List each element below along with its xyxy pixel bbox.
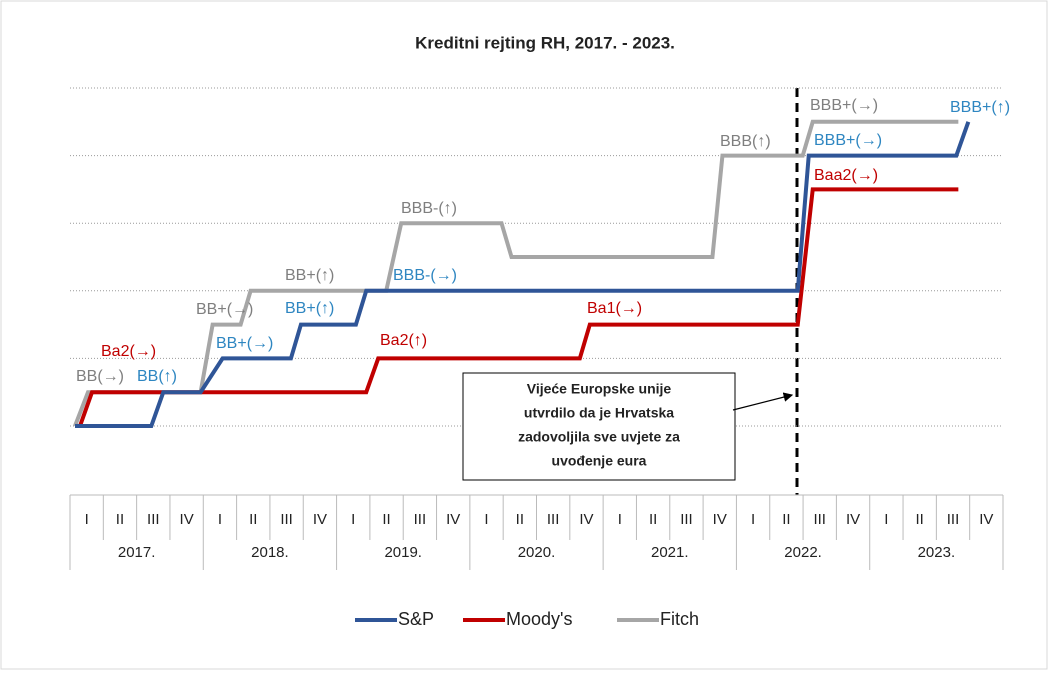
rating-label: BB+(↑) — [285, 267, 334, 284]
x-tick-label: IV — [979, 511, 993, 528]
x-tick-label: II — [516, 511, 524, 528]
rating-label: BBB+(→) — [810, 97, 878, 114]
rating-label: Ba2(↑) — [380, 332, 427, 349]
x-tick-label: IV — [713, 511, 727, 528]
note-text: Vijeće Europske unije — [527, 381, 672, 397]
x-tick-label: III — [147, 511, 160, 528]
x-tick-label: I — [484, 511, 488, 528]
note-text: zadovoljila sve uvjete za — [518, 429, 680, 445]
rating-label: Ba1(→) — [587, 300, 642, 317]
rating-label: BBB(↑) — [720, 133, 771, 150]
x-tick-label: IV — [313, 511, 327, 528]
note-arrow — [732, 392, 794, 411]
x-tick-label: I — [751, 511, 755, 528]
x-tick-label: I — [884, 511, 888, 528]
note-box — [462, 372, 736, 481]
rating-label: BBB+(↑) — [950, 99, 1010, 116]
note-text: utvrdilo da je Hrvatska — [524, 405, 674, 421]
x-tick-label: I — [85, 511, 89, 528]
x-tick-label: II — [249, 511, 257, 528]
x-tick-label: III — [947, 511, 960, 528]
year-label: 2020. — [518, 544, 556, 561]
x-tick-label: III — [813, 511, 826, 528]
legend-label: Fitch — [660, 609, 699, 629]
year-label: 2022. — [784, 544, 822, 561]
x-tick-label: I — [618, 511, 622, 528]
x-tick-label: II — [649, 511, 657, 528]
x-tick-label: II — [382, 511, 390, 528]
rating-label: BB+(→) — [216, 335, 273, 352]
rating-label: BBB-(→) — [393, 267, 457, 284]
rating-label: BB+(→) — [196, 301, 253, 318]
legend-label: Moody's — [506, 609, 572, 629]
x-tick-label: I — [218, 511, 222, 528]
x-tick-label: III — [414, 511, 427, 528]
rating-label: BBB+(→) — [814, 132, 882, 149]
note-text: uvođenje eura — [552, 453, 647, 469]
legend-label: S&P — [398, 609, 434, 629]
x-tick-label: II — [782, 511, 790, 528]
x-tick-label: IV — [446, 511, 460, 528]
x-tick-label: IV — [579, 511, 593, 528]
rating-label: Ba2(→) — [101, 343, 156, 360]
x-tick-label: IV — [846, 511, 860, 528]
series-line — [73, 119, 959, 427]
year-label: 2017. — [118, 544, 156, 561]
rating-label: Baa2(→) — [814, 167, 878, 184]
x-tick-label: II — [116, 511, 124, 528]
rating-label: BB+(↑) — [285, 300, 334, 317]
x-tick-label: III — [680, 511, 693, 528]
year-label: 2023. — [918, 544, 956, 561]
rating-label: BB(→) — [76, 368, 124, 385]
rating-label: BBB-(↑) — [401, 200, 457, 217]
rating-label: BB(↑) — [137, 368, 177, 385]
x-tick-label: I — [351, 511, 355, 528]
chart-title: Kreditni rejting RH, 2017. - 2023. — [415, 33, 675, 52]
x-tick-label: III — [547, 511, 560, 528]
x-tick-label: IV — [180, 511, 194, 528]
year-label: 2019. — [384, 544, 422, 561]
series-line — [74, 121, 971, 428]
x-tick-label: III — [280, 511, 293, 528]
year-label: 2018. — [251, 544, 289, 561]
year-label: 2021. — [651, 544, 689, 561]
x-tick-label: II — [916, 511, 924, 528]
